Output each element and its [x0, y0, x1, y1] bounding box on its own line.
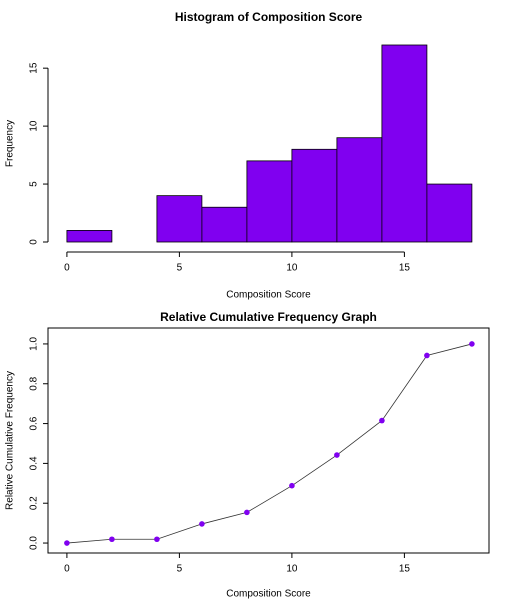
histogram-bar — [246, 160, 293, 243]
point — [424, 352, 430, 359]
y-tick-label: 15 — [29, 62, 40, 74]
y-tick-label: 0.4 — [29, 456, 40, 470]
histogram-bar — [336, 137, 383, 243]
x-tick-label: 15 — [399, 564, 411, 575]
x-axis-label: Composition Score — [226, 589, 311, 600]
x-tick-label: 5 — [177, 564, 183, 575]
x-tick-label: 5 — [177, 263, 183, 274]
x-axis-label: Composition Score — [226, 290, 311, 301]
point — [469, 341, 475, 347]
y-axis-label: Frequency — [5, 120, 16, 167]
y-tick-label: 0 — [29, 239, 40, 245]
x-tick-label: 10 — [286, 564, 298, 575]
y-tick-label: 1.0 — [29, 337, 40, 351]
chart-title: Histogram of Composition Score — [175, 10, 363, 24]
point — [334, 452, 340, 458]
y-tick-label: 5 — [29, 181, 40, 187]
point — [379, 417, 385, 424]
histogram-bar — [66, 230, 113, 243]
point — [244, 509, 250, 516]
line — [66, 343, 472, 544]
histogram-bar — [291, 148, 338, 243]
x-tick-label: 0 — [64, 263, 70, 274]
histogram-bar — [156, 195, 203, 243]
y-axis-label: Relative Cumulative Frequency — [5, 371, 16, 510]
y-tick-label: 0.6 — [29, 416, 40, 430]
y-tick-label: 0.2 — [29, 496, 40, 510]
point — [64, 540, 70, 546]
y-tick-label: 0.0 — [29, 536, 40, 550]
histogram-bar — [381, 44, 428, 243]
chart-title: Relative Cumulative Frequency Graph — [160, 310, 377, 324]
point — [109, 536, 115, 543]
histogram-bar — [426, 183, 473, 243]
histogram-bar — [201, 206, 248, 243]
point — [154, 536, 160, 543]
x-tick-label: 15 — [399, 263, 411, 274]
x-tick-label: 0 — [64, 564, 70, 575]
y-tick-label: 0.8 — [29, 376, 40, 390]
y-tick-label: 10 — [29, 120, 40, 132]
x-tick-label: 10 — [286, 263, 298, 274]
point — [199, 521, 205, 527]
point — [289, 482, 295, 489]
